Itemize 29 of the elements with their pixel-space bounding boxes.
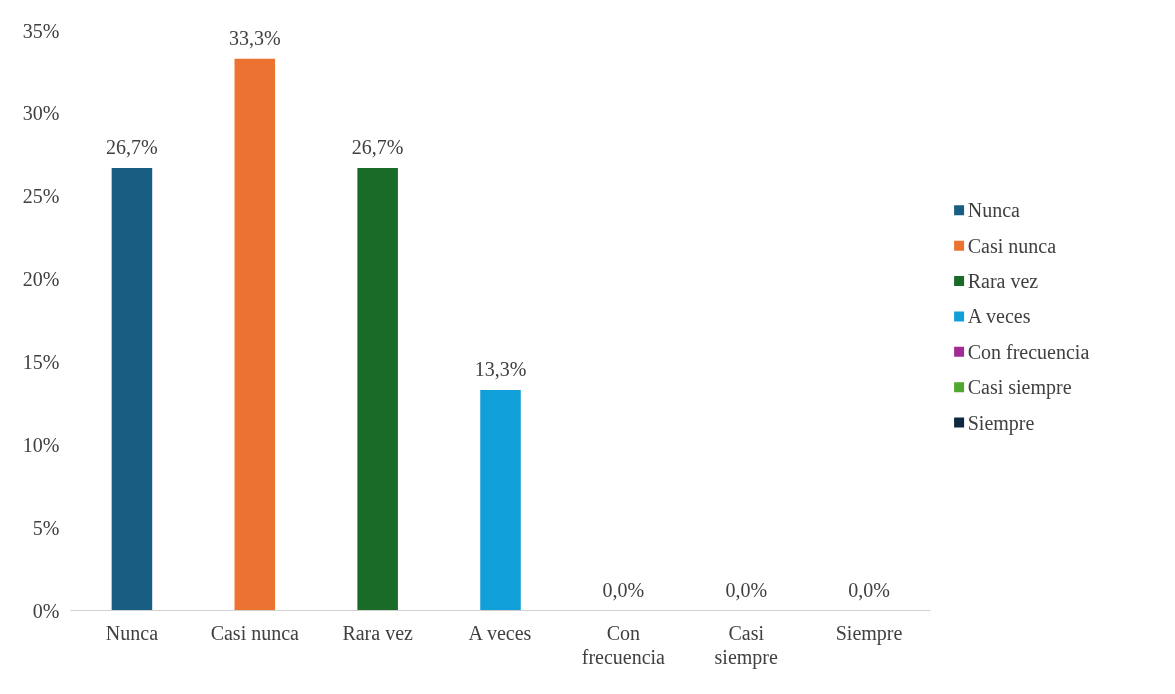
- data-label: 26,7%: [351, 136, 404, 159]
- y-tick-label: 25%: [22, 185, 60, 208]
- x-tick-label: Siempre: [835, 621, 903, 645]
- y-tick-label: 5%: [32, 516, 60, 539]
- data-label: 13,3%: [474, 358, 527, 381]
- data-label: 0,0%: [602, 578, 645, 601]
- data-label: 26,7%: [106, 136, 158, 159]
- x-tick-label: Nunca: [105, 621, 159, 644]
- legend-label: A veces: [967, 305, 1031, 328]
- data-label: 0,0%: [725, 578, 768, 601]
- x-tick-label: Casi siempre: [714, 621, 778, 669]
- legend-label: Casi siempre: [967, 376, 1072, 400]
- y-tick-label: 30%: [22, 102, 60, 125]
- x-tick-label: Rara vez: [342, 621, 414, 644]
- legend-label: Con frecuencia: [967, 340, 1090, 363]
- y-tick-label: 20%: [22, 268, 60, 291]
- y-tick-label: 10%: [22, 433, 60, 456]
- y-tick-label: 15%: [22, 350, 60, 373]
- legend-label: Siempre: [967, 411, 1035, 435]
- legend-label: Rara vez: [967, 270, 1039, 293]
- y-tick-label: 0%: [32, 599, 60, 622]
- y-tick-label: 35%: [22, 19, 60, 42]
- data-label: 33,3%: [228, 26, 281, 49]
- x-tick-label: Con frecuencia: [581, 621, 666, 668]
- data-label: 0,0%: [848, 578, 890, 601]
- x-tick-label: Casi nunca: [210, 621, 300, 644]
- x-tick-label: A veces: [468, 621, 532, 644]
- legend-label: Nunca: [967, 199, 1021, 222]
- legend-label: Casi nunca: [967, 234, 1057, 257]
